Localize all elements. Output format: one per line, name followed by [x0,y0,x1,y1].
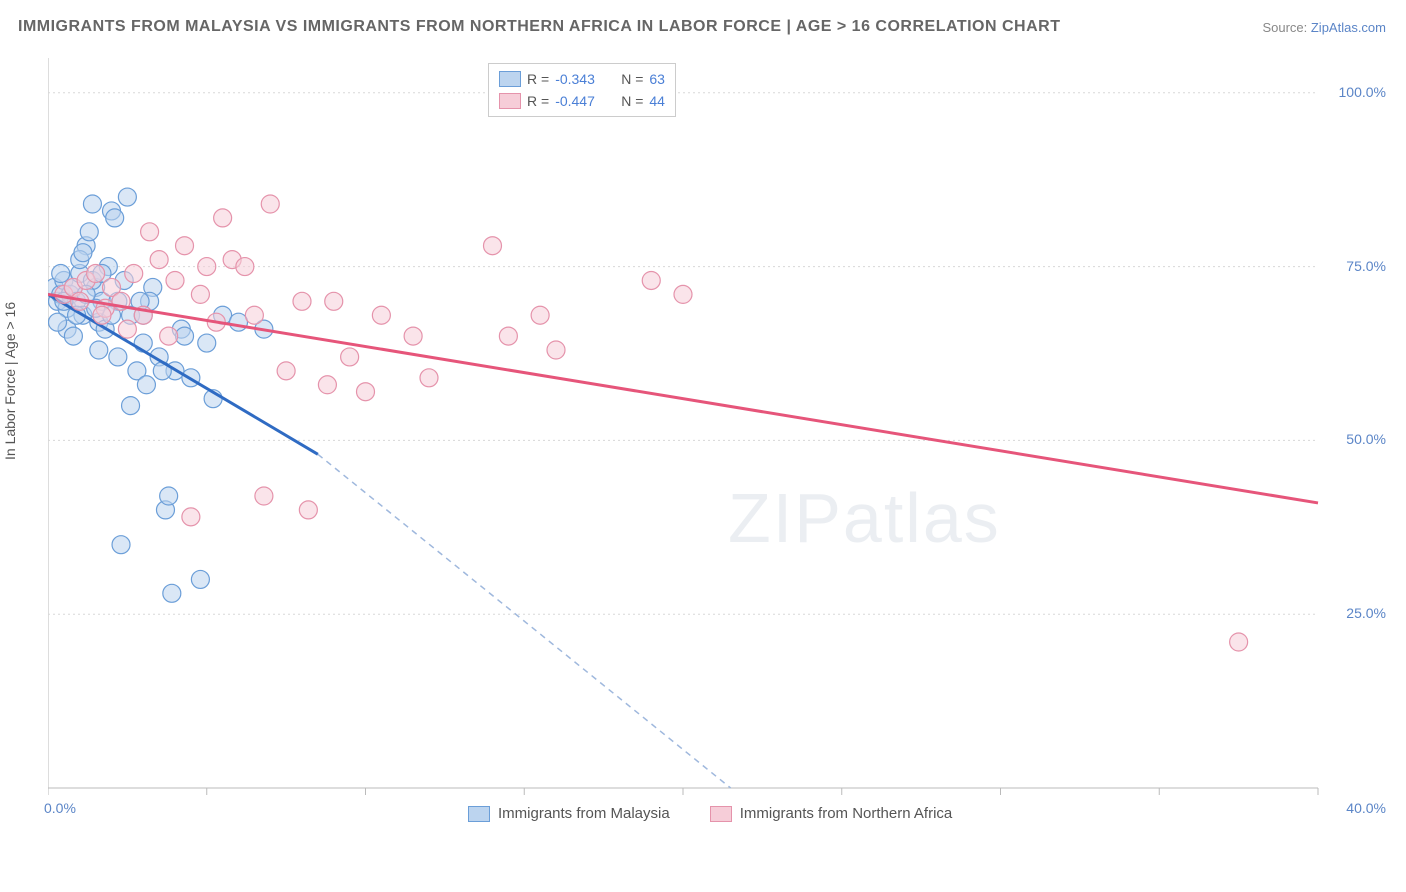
chart-svg [48,58,1388,818]
chart-title: IMMIGRANTS FROM MALAYSIA VS IMMIGRANTS F… [18,18,1061,36]
chart-container: IMMIGRANTS FROM MALAYSIA VS IMMIGRANTS F… [0,0,1406,892]
source-attribution: Source: ZipAtlas.com [1262,20,1386,35]
y-axis-label: In Labor Force | Age > 16 [2,302,18,460]
plot-area: R = -0.343 N = 63 R = -0.447 N = 44 ZIPa… [48,58,1388,818]
series-legend: Immigrants from MalaysiaImmigrants from … [468,805,952,822]
x-tick-label: 40.0% [1346,800,1386,816]
y-tick-label: 25.0% [1346,605,1386,621]
legend-swatch [499,93,521,109]
series-swatch [468,806,490,822]
source-link[interactable]: ZipAtlas.com [1311,20,1386,35]
series-swatch [710,806,732,822]
y-tick-label: 75.0% [1346,258,1386,274]
y-tick-label: 100.0% [1339,84,1386,100]
legend-swatch [499,71,521,87]
correlation-stats-legend: R = -0.343 N = 63 R = -0.447 N = 44 [488,63,676,117]
y-tick-label: 50.0% [1346,431,1386,447]
x-tick-label: 0.0% [44,800,76,816]
